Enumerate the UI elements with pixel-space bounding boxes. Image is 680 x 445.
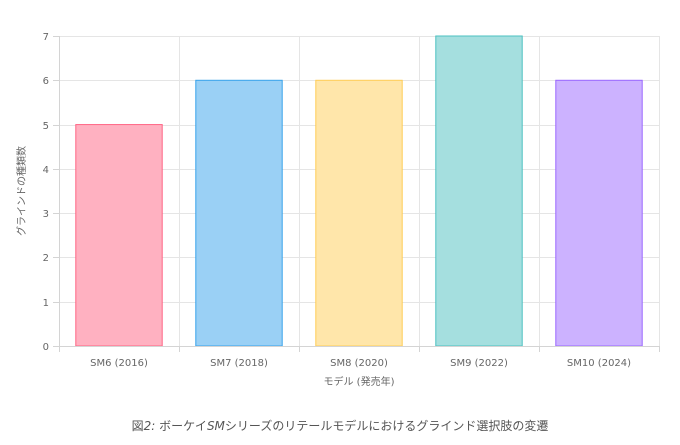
y-tick-label: 3 (43, 209, 49, 220)
y-tick-label: 1 (43, 298, 49, 309)
bar (555, 79, 643, 347)
figure-caption: 図2: ボーケイSMシリーズのリテールモデルにおけるグラインド選択肢の変遷 (0, 417, 680, 434)
y-tick-label: 4 (43, 165, 49, 176)
y-axis-title: グラインドの種類数 (15, 146, 28, 236)
caption-number: 2: (143, 419, 156, 433)
tick-labels: 0 1 2 3 4 5 6 7 SM6 (2016) SM7 (2018) SM8 (2020) SM… (43, 32, 632, 369)
y-tick-label: 6 (43, 76, 49, 87)
x-tick-label: SM6 (2016) (90, 358, 148, 369)
x-axis-title: モデル (発売年) (324, 375, 395, 388)
x-tick-label: SM9 (2022) (450, 358, 508, 369)
caption-brand: SM (206, 419, 225, 433)
y-tick-label: 2 (43, 253, 49, 264)
x-tick-label: SM10 (2024) (567, 358, 631, 369)
y-tick-label: 0 (43, 342, 49, 353)
caption-text-b: シリーズのリテールモデルにおけるグラインド選択肢の変遷 (224, 419, 549, 433)
bar (435, 35, 523, 347)
caption-text-a: ボーケイ (155, 419, 207, 433)
bar (75, 124, 163, 347)
bar (195, 79, 283, 347)
x-tick-label: SM7 (2018) (210, 358, 268, 369)
bars (75, 35, 643, 347)
caption-prefix: 図 (131, 419, 144, 433)
y-tick-label: 7 (43, 32, 49, 43)
y-tick-label: 5 (43, 121, 49, 132)
x-tick-label: SM8 (2020) (330, 358, 388, 369)
axes (53, 36, 660, 352)
bar-chart: 0 1 2 3 4 5 6 7 SM6 (2016) SM7 (2018) SM8 (2020) SM… (15, 32, 660, 388)
bar (315, 79, 403, 347)
